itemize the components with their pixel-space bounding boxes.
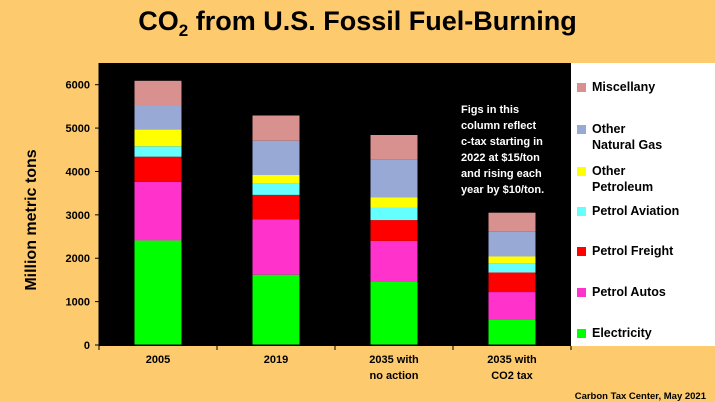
legend-item-miscellany: Miscellany bbox=[577, 79, 655, 95]
bar-segment-other-natural-gas-0 bbox=[134, 106, 182, 130]
legend-swatch bbox=[577, 288, 586, 297]
bar-segment-petrol-freight-2 bbox=[370, 220, 418, 241]
bar-segment-electricity-2 bbox=[370, 281, 418, 345]
bar-segment-miscellany-1 bbox=[252, 115, 300, 141]
x-tick-label: 2035 with no action bbox=[369, 354, 419, 382]
annotation-text: Figs in this column reflect c-tax starti… bbox=[461, 104, 545, 196]
bar-segment-electricity-1 bbox=[252, 274, 300, 345]
bar-segment-petrol-autos-3 bbox=[488, 292, 536, 320]
legend: Miscellany Other Natural Gas Other Petrole… bbox=[571, 63, 715, 346]
bar-segment-petrol-autos-0 bbox=[134, 181, 182, 241]
y-tick-label: 3000 bbox=[66, 210, 90, 222]
legend-item-petrol-aviation: Petrol Aviation bbox=[577, 203, 679, 219]
legend-label: Other Natural Gas bbox=[592, 122, 663, 152]
x-tick-label: 2019 bbox=[264, 354, 288, 366]
bar-segment-miscellany-2 bbox=[370, 135, 418, 160]
y-axis-label: Million metric tons bbox=[23, 149, 40, 290]
bar-segment-petrol-freight-0 bbox=[134, 156, 182, 182]
bar-segment-miscellany-3 bbox=[488, 212, 536, 232]
bar-segment-petrol-aviation-2 bbox=[370, 207, 418, 221]
bar-segment-petrol-aviation-0 bbox=[134, 146, 182, 157]
legend-label: Petrol Freight bbox=[592, 244, 674, 258]
y-tick-label: 0 bbox=[84, 340, 90, 352]
legend-item-other-petroleum: Other Petroleum bbox=[577, 163, 653, 195]
legend-item-petrol-freight: Petrol Freight bbox=[577, 243, 673, 259]
x-tick-label: 2005 bbox=[146, 354, 170, 366]
y-tick-label: 1000 bbox=[66, 297, 90, 309]
legend-swatch bbox=[577, 125, 586, 134]
bar-segment-other-natural-gas-1 bbox=[252, 140, 300, 175]
legend-swatch bbox=[577, 247, 586, 256]
legend-swatch bbox=[577, 167, 586, 176]
bar-segment-petrol-aviation-3 bbox=[488, 263, 536, 273]
legend-label: Petrol Aviation bbox=[592, 204, 680, 218]
y-tick-label: 6000 bbox=[66, 80, 90, 92]
bar-segment-petrol-aviation-1 bbox=[252, 183, 300, 195]
y-tick-label: 2000 bbox=[66, 253, 90, 265]
bar-segment-miscellany-0 bbox=[134, 80, 182, 106]
legend-label: Electricity bbox=[592, 326, 652, 340]
legend-swatch bbox=[577, 329, 586, 338]
legend-label: Petrol Autos bbox=[592, 285, 666, 299]
bar-segment-petrol-autos-1 bbox=[252, 219, 300, 275]
bar-segment-other-petroleum-2 bbox=[370, 197, 418, 208]
bar-segment-petrol-freight-3 bbox=[488, 272, 536, 292]
chart-title: CO2 from U.S. Fossil Fuel-Burning bbox=[138, 6, 577, 40]
y-tick-label: 5000 bbox=[66, 123, 90, 135]
legend-item-electricity: Electricity bbox=[577, 325, 652, 341]
bar-segment-petrol-autos-2 bbox=[370, 240, 418, 282]
legend-label: Miscellany bbox=[592, 80, 656, 94]
credit-text: Carbon Tax Center, May 2021 bbox=[574, 391, 706, 402]
bar-segment-other-petroleum-1 bbox=[252, 174, 300, 184]
bar-segment-other-petroleum-0 bbox=[134, 129, 182, 147]
legend-swatch bbox=[577, 207, 586, 216]
bar-segment-electricity-0 bbox=[134, 240, 182, 345]
bar-segment-other-natural-gas-3 bbox=[488, 231, 536, 257]
bar-segment-electricity-3 bbox=[488, 319, 536, 345]
legend-item-other-natural-gas: Other Natural Gas bbox=[577, 121, 662, 153]
legend-swatch bbox=[577, 83, 586, 92]
legend-label: Other Petroleum bbox=[592, 164, 654, 194]
bar-segment-petrol-freight-1 bbox=[252, 194, 300, 220]
bar-segment-other-natural-gas-2 bbox=[370, 159, 418, 198]
legend-item-petrol-autos: Petrol Autos bbox=[577, 284, 666, 300]
y-tick-label: 4000 bbox=[66, 166, 90, 178]
bar-segment-other-petroleum-3 bbox=[488, 256, 536, 264]
x-tick-label: 2035 with CO2 tax bbox=[487, 354, 537, 382]
